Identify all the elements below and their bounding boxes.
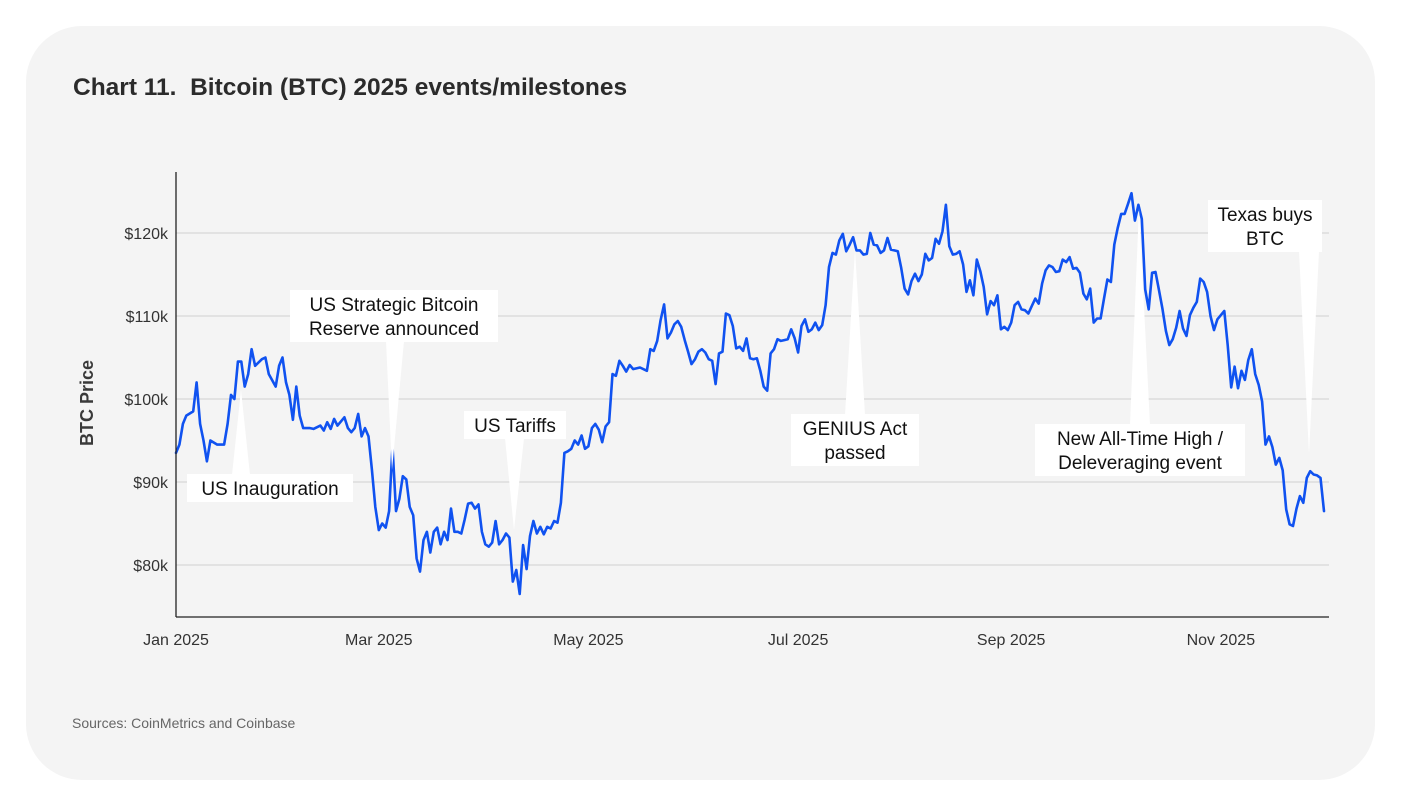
annotation: New All-Time High / Deleveraging event bbox=[1035, 208, 1245, 476]
y-tick-label: $120k bbox=[124, 226, 169, 243]
annotation-pointer bbox=[232, 390, 250, 475]
annotation: US Inauguration bbox=[187, 390, 353, 502]
annotation-box bbox=[1035, 424, 1245, 476]
x-tick-label: May 2025 bbox=[553, 632, 623, 649]
annotation-text: Reserve announced bbox=[309, 319, 479, 340]
annotation-pointer bbox=[1130, 208, 1150, 425]
annotation: US Strategic Bitcoin Reserve announced bbox=[290, 290, 498, 470]
annotation-box bbox=[464, 411, 566, 439]
annotation-box bbox=[290, 290, 498, 342]
x-tick-label: Jul 2025 bbox=[768, 632, 829, 649]
btc-price-line bbox=[174, 191, 1326, 596]
annotation: GENIUS Act passed bbox=[791, 250, 919, 466]
chart-card bbox=[26, 26, 1375, 780]
x-tick-label: Mar 2025 bbox=[345, 632, 413, 649]
annotation-pointer bbox=[386, 341, 404, 470]
x-tick-label: Jan 2025 bbox=[143, 632, 209, 649]
x-axis-ticks: Jan 2025 Mar 2025 May 2025 Jul 2025 Sep 2025… bbox=[143, 632, 1255, 649]
y-tick-label: $100k bbox=[124, 392, 169, 409]
x-tick-label: Nov 2025 bbox=[1187, 632, 1256, 649]
annotation-text: Deleveraging event bbox=[1058, 453, 1222, 474]
annotation-pointer bbox=[845, 250, 865, 415]
x-tick-label: Sep 2025 bbox=[977, 632, 1046, 649]
annotation-pointer bbox=[1299, 251, 1319, 454]
annotation-text: US Inauguration bbox=[201, 479, 338, 500]
y-axis-ticks: $80k $90k $100k $110k $120k bbox=[124, 226, 169, 575]
annotation-pointer bbox=[505, 438, 524, 530]
annotation: Texas buys BTC bbox=[1208, 200, 1322, 454]
annotation: US Tariffs bbox=[464, 411, 566, 530]
annotation-text: US Strategic Bitcoin bbox=[310, 295, 479, 316]
annotation-box bbox=[187, 474, 353, 502]
y-tick-label: $110k bbox=[126, 309, 169, 326]
annotation-text: BTC bbox=[1246, 229, 1284, 250]
annotation-text: Texas buys bbox=[1217, 205, 1312, 226]
annotation-box bbox=[791, 414, 919, 466]
chart-title: Chart 11. Bitcoin (BTC) 2025 events/mile… bbox=[73, 74, 628, 101]
y-axis-label: BTC Price bbox=[77, 360, 97, 446]
y-tick-label: $80k bbox=[133, 558, 169, 575]
annotation-text: New All-Time High / bbox=[1057, 429, 1224, 450]
axes bbox=[175, 172, 1329, 618]
annotations: US Inauguration US Strategic Bitcoin Reser… bbox=[187, 200, 1322, 530]
source-note: Sources: CoinMetrics and Coinbase bbox=[72, 715, 296, 731]
annotation-box bbox=[1208, 200, 1322, 252]
series-layer bbox=[174, 191, 1326, 596]
annotation-text: US Tariffs bbox=[474, 416, 556, 437]
annotation-text: passed bbox=[824, 443, 885, 464]
y-tick-label: $90k bbox=[133, 475, 169, 492]
gridlines bbox=[176, 232, 1329, 566]
annotation-text: GENIUS Act bbox=[803, 419, 908, 440]
